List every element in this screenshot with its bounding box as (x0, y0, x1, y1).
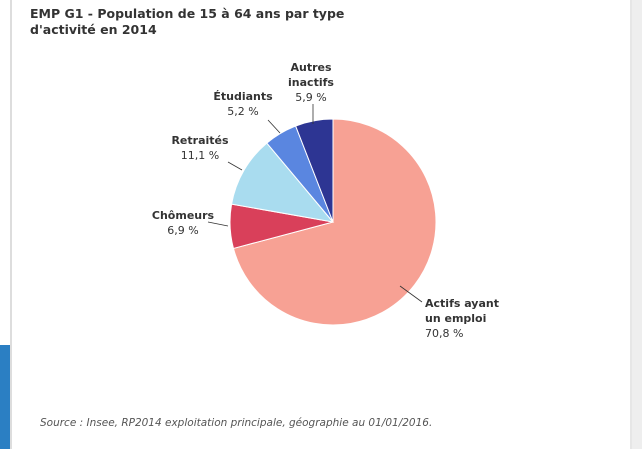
value-label: 70,8 % (425, 327, 464, 340)
slice-label: Retraités 11,1 % (160, 133, 240, 163)
slice-label: Chômeurs 6,9 % (140, 208, 226, 238)
slice-label: Actifs ayant un emploi 70,8 % (425, 296, 515, 341)
category-name: Autres inactifs (288, 61, 334, 89)
side-strip (0, 345, 10, 449)
slice-label: Autres inactifs 5,9 % (276, 60, 346, 105)
category-name: Actifs ayant un emploi (425, 297, 499, 325)
category-name: Étudiants (213, 90, 273, 103)
value-label: 5,9 % (295, 91, 327, 104)
pie-slice (230, 142, 335, 223)
value-label: 6,9 % (167, 224, 199, 237)
pie (229, 118, 437, 326)
chart-title: EMP G1 - Population de 15 à 64 ans par t… (30, 6, 345, 37)
leader-line (207, 221, 229, 227)
source: Source : Insee, RP2014 exploitation prin… (40, 417, 433, 429)
leaders (207, 104, 423, 303)
value-label: 11,1 % (180, 149, 220, 162)
leader-line (399, 285, 423, 303)
pie-slice (295, 118, 334, 223)
category-name: Chômeurs (151, 209, 215, 222)
leader-line (227, 161, 243, 171)
category-name: Retraités (171, 134, 229, 147)
leader-line (267, 119, 281, 134)
left-margin (0, 0, 11, 449)
pie-slice (232, 118, 437, 326)
slice-label: Étudiants 5,2 % (205, 89, 281, 119)
right-margin (632, 0, 642, 449)
value-label: 5,2 % (227, 105, 259, 118)
